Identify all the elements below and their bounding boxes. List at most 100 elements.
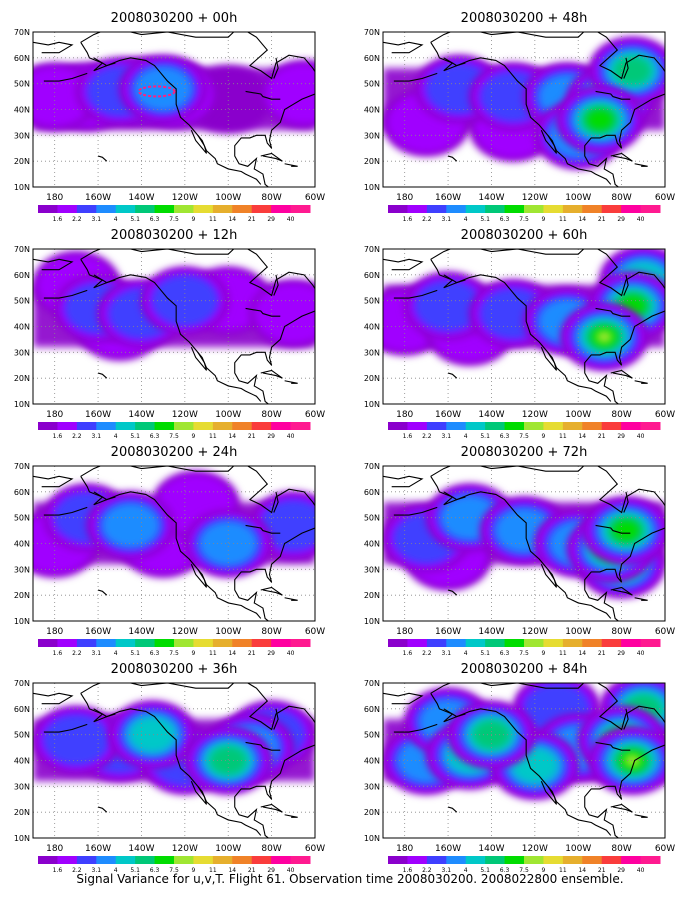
colorbar-label: 5.1 [130, 650, 140, 657]
lat-tick-label: 20N [14, 591, 30, 600]
colorbar-swatch [407, 856, 428, 864]
lon-tick-label: 100W [215, 844, 241, 854]
panel-title: 2008030200 + 84h [461, 662, 588, 677]
colorbar-swatch [232, 422, 253, 430]
lon-tick-label: 80W [261, 410, 281, 420]
colorbar-swatch [446, 205, 467, 213]
lat-tick-label: 70N [364, 28, 380, 37]
colorbar-label: 6.3 [500, 650, 510, 657]
lon-tick-label: 180 [396, 193, 413, 203]
colorbar-swatch [115, 205, 136, 213]
colorbar-swatch [38, 205, 58, 213]
colorbar-swatch [426, 205, 447, 213]
colorbar-label: 9 [192, 867, 196, 874]
colorbar-swatch [38, 639, 58, 647]
map-panel: 2008030200 + 84h 10N 20N 30N 40N 50N 60N 70N 180… [364, 662, 675, 874]
colorbar-swatch [290, 422, 311, 430]
variance-field [383, 36, 665, 170]
lon-tick-label: 100W [565, 410, 591, 420]
variance-contour [134, 66, 192, 111]
panel-title: 2008030200 + 60h [461, 228, 588, 243]
colorbar-swatch [271, 422, 292, 430]
colorbar-label: 29 [617, 433, 625, 440]
lat-tick-label: 10N [14, 400, 30, 409]
colorbar-label: 4 [114, 650, 118, 657]
colorbar-swatch [154, 205, 175, 213]
panel-frame [382, 682, 666, 839]
colorbar-label: 40 [287, 650, 295, 657]
lon-tick-label: 100W [215, 193, 241, 203]
lon-tick-label: 80W [611, 844, 631, 854]
colorbar-label: 1.6 [53, 867, 63, 874]
colorbar-label: 2.2 [422, 867, 432, 874]
lon-tick-label: 180 [46, 410, 63, 420]
colorbar-swatch [290, 856, 311, 864]
colorbar-label: 40 [637, 650, 645, 657]
colorbar-swatch [621, 856, 642, 864]
panel-frame [32, 31, 316, 188]
panel-title: 2008030200 + 24h [111, 445, 238, 460]
panel-frame [382, 248, 666, 405]
colorbar-label: 4 [114, 433, 118, 440]
colorbar-swatch [251, 639, 272, 647]
coastlines [383, 683, 665, 838]
colorbar-swatch [524, 856, 544, 864]
coastlines [33, 32, 315, 187]
colorbar-label: 7.5 [519, 216, 529, 223]
colorbar-swatch [232, 639, 253, 647]
colorbar-swatch [543, 205, 564, 213]
colorbar: 1.6 2.2 3.1 4 5.1 6.3 7.5 9 11 14 21 29 40 [388, 422, 661, 440]
colorbar-swatch [465, 422, 486, 430]
variance-contour [210, 746, 247, 775]
colorbar-swatch [271, 856, 292, 864]
colorbar-swatch [524, 422, 544, 430]
lon-tick-label: 180 [396, 844, 413, 854]
coastlines [33, 249, 315, 404]
coastlines [383, 249, 665, 404]
colorbar-label: 5.1 [480, 650, 490, 657]
colorbar-label: 11 [559, 216, 567, 223]
variance-field [383, 249, 665, 371]
variance-contour [265, 64, 315, 124]
coastlines [383, 466, 665, 621]
lat-tick-label: 30N [14, 348, 30, 357]
lon-tick-label: 140W [478, 844, 504, 854]
lon-tick-label: 140W [478, 410, 504, 420]
colorbar-label: 4 [464, 433, 468, 440]
colorbar: 1.6 2.2 3.1 4 5.1 6.3 7.5 9 11 14 21 29 40 [388, 205, 661, 223]
colorbar: 1.6 2.2 3.1 4 5.1 6.3 7.5 9 11 14 21 29 40 [38, 422, 311, 440]
colorbar-label: 1.6 [53, 650, 63, 657]
colorbar-label: 7.5 [169, 433, 179, 440]
colorbar-label: 14 [578, 650, 586, 657]
lon-tick-label: 120W [172, 627, 198, 637]
colorbar-label: 40 [637, 867, 645, 874]
colorbar-swatch [426, 856, 447, 864]
variance-contour [42, 713, 111, 766]
colorbar-swatch [232, 856, 253, 864]
lat-tick-label: 40N [364, 323, 380, 332]
variance-contour [151, 274, 219, 327]
gridlines [383, 32, 665, 187]
colorbar-swatch [154, 856, 175, 864]
lat-tick-label: 30N [14, 565, 30, 574]
panel-title: 2008030200 + 72h [461, 445, 588, 460]
lat-tick-label: 10N [364, 834, 380, 843]
colorbar-swatch [485, 422, 506, 430]
map-panel: 2008030200 + 48h 10N 20N 30N 40N 50N 60N 70N 180… [364, 11, 675, 223]
lat-tick-label: 10N [364, 400, 380, 409]
colorbar-swatch [290, 205, 311, 213]
lon-tick-label: 60W [655, 844, 675, 854]
colorbar-swatch [485, 205, 506, 213]
colorbar-swatch [174, 639, 194, 647]
colorbar: 1.6 2.2 3.1 4 5.1 6.3 7.5 9 11 14 21 29 40 [388, 639, 661, 657]
colorbar-swatch [115, 639, 136, 647]
lat-tick-label: 20N [364, 374, 380, 383]
colorbar-label: 6.3 [150, 650, 160, 657]
map-panel: 2008030200 + 60h 10N 20N 30N 40N 50N 60N 70N 180… [364, 228, 675, 440]
colorbar-swatch [212, 856, 233, 864]
lon-tick-label: 60W [655, 193, 675, 203]
lon-tick-label: 60W [305, 844, 325, 854]
colorbar-swatch [154, 422, 175, 430]
colorbar-swatch [174, 205, 194, 213]
lon-tick-label: 120W [172, 844, 198, 854]
